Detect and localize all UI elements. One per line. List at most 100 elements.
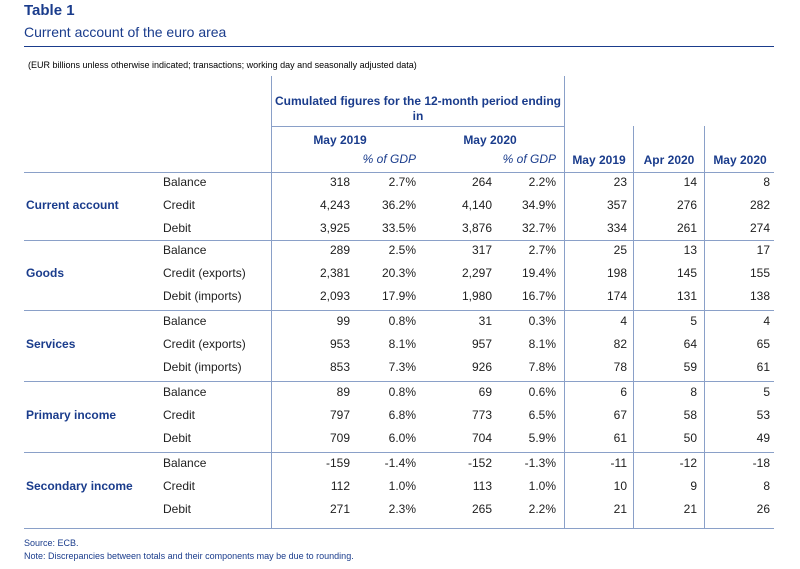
row-label: Debit [163,221,192,235]
table-cell: 274 [749,221,770,235]
group-label: Goods [26,266,64,280]
grid-vline-3 [633,126,634,529]
table-cell: 89 [336,385,350,399]
table-cell: 318 [329,175,350,189]
table-cell: 53 [756,408,770,422]
table-cell: 16.7% [521,289,556,303]
header-pct-gdp-2020: % of GDP [502,152,556,166]
table-cell: -18 [752,456,770,470]
table-cell: 2,297 [461,266,492,280]
grid-vline-4 [704,126,705,529]
table-cell: 32.7% [521,221,556,235]
table-cell: 138 [749,289,770,303]
table-cell: 953 [329,337,350,351]
table-cell: 957 [471,337,492,351]
table-cell: 2.3% [388,502,416,516]
units-note: (EUR billions unless otherwise indicated… [28,60,417,70]
table-cell: 7.3% [388,360,416,374]
table-cell: 264 [471,175,492,189]
row-label: Debit [163,431,192,445]
header-pct-gdp-2019: % of GDP [362,152,416,166]
table-cell: 0.6% [528,385,556,399]
table-cell: 145 [676,266,697,280]
table-cell: 21 [683,502,697,516]
table-cell: 25 [613,243,627,257]
table-cell: 14 [683,175,697,189]
table-cell: 6.0% [388,431,416,445]
header-rule-cumulated [272,126,564,127]
table-cell: 704 [471,431,492,445]
table-cell: 3,876 [461,221,492,235]
row-label: Balance [163,243,207,257]
table-cell: 2.7% [388,175,416,189]
table-cell: 155 [749,266,770,280]
table-cell: 67 [613,408,627,422]
table-cell: 82 [613,337,627,351]
table-cell: 23 [613,175,627,189]
table-cell: 99 [336,314,350,328]
grid-hline-bottom [24,528,774,529]
table-cell: 5 [763,385,770,399]
table-cell: -11 [610,456,627,470]
table-cell: -1.4% [384,456,416,470]
table-cell: 709 [329,431,350,445]
table-cell: 49 [756,431,770,445]
table-cell: 13 [683,243,697,257]
table-cell: 2,381 [319,266,350,280]
table-cell: 59 [683,360,697,374]
table-cell: 4 [620,314,627,328]
header-col-apr2020: Apr 2020 [643,153,695,167]
table-cell: 2.2% [528,175,556,189]
table-cell: -152 [467,456,492,470]
table-cell: 282 [749,198,770,212]
table-cell: 113 [472,479,492,493]
table-title: Table 1 [24,2,75,19]
rounding-note: Note: Discrepancies between totals and t… [24,551,354,561]
table-cell: 276 [676,198,697,212]
table-cell: 357 [606,198,627,212]
table-cell: 3,925 [319,221,350,235]
table-cell: 6 [620,385,627,399]
table-cell: 78 [613,360,627,374]
table-cell: 21 [613,502,627,516]
table-cell: 8 [763,175,770,189]
table-cell: 33.5% [381,221,416,235]
table-cell: 4,243 [319,198,350,212]
header-col-may2019: May 2019 [572,153,626,167]
table-cell: 61 [613,431,627,445]
table-cell: 36.2% [381,198,416,212]
table-cell: 0.3% [528,314,556,328]
table-cell: 1.0% [528,479,556,493]
row-label: Debit (imports) [163,289,242,303]
header-may2019-cumulated: May 2019 [313,133,367,147]
row-label: Credit [163,408,196,422]
row-label: Debit (imports) [163,360,242,374]
table-cell: 112 [330,479,350,493]
row-label: Credit [163,198,196,212]
grid-hline-header [24,172,774,173]
table-cell: 8 [690,385,697,399]
table-cell: 5 [690,314,697,328]
row-label: Credit [163,479,196,493]
table-cell: 7.8% [528,360,556,374]
table-cell: 4,140 [461,198,492,212]
source-note: Source: ECB. [24,538,79,548]
group-label: Primary income [26,408,117,422]
table-subtitle: Current account of the euro area [24,24,227,40]
table-cell: 6.8% [388,408,416,422]
table-cell: 26 [756,502,770,516]
table-cell: 317 [471,243,492,257]
row-label: Debit [163,502,192,516]
header-col-may2020: May 2020 [713,153,767,167]
table-cell: 17 [756,243,770,257]
table-cell: 50 [683,431,697,445]
table-cell: 926 [471,360,492,374]
table-cell: 334 [606,221,627,235]
table-cell: 265 [471,502,492,516]
table-cell: 17.9% [381,289,416,303]
table-cell: 261 [676,221,697,235]
grid-hline-3 [24,310,774,311]
grid-vline-2 [564,76,565,529]
table-cell: 853 [329,360,350,374]
table-cell: 64 [683,337,697,351]
